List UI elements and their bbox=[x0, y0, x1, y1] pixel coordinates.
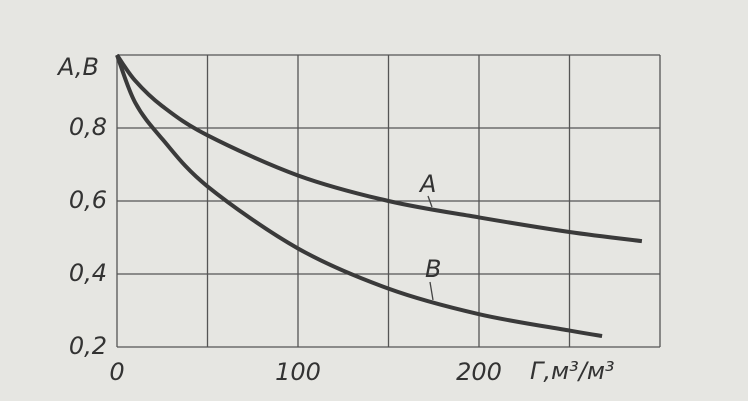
x-tick-label: 0 bbox=[109, 358, 124, 386]
x-tick-label: 100 bbox=[275, 358, 321, 386]
y-tick-label: 0,8 bbox=[69, 113, 107, 141]
leader-line bbox=[429, 281, 434, 301]
leader-line bbox=[427, 195, 433, 208]
x-axis-label: Г,м³/м³ bbox=[530, 357, 615, 385]
curve bbox=[115, 53, 643, 244]
series-label: B bbox=[425, 255, 441, 283]
y-axis-label: A,B bbox=[56, 53, 99, 81]
y-tick-label: 0,6 bbox=[69, 186, 107, 214]
x-tick-label: 200 bbox=[456, 358, 502, 386]
y-tick-label: 0,4 bbox=[69, 259, 107, 287]
y-tick-label: 0,2 bbox=[69, 332, 107, 360]
series-label: A bbox=[418, 170, 436, 198]
curve bbox=[115, 54, 603, 339]
